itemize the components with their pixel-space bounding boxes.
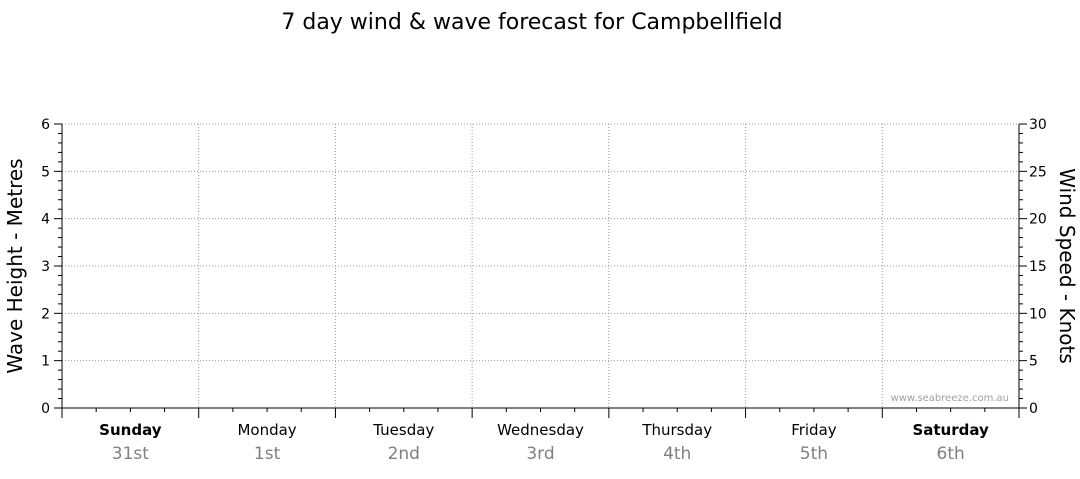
y-right-tick-label: 20 <box>1029 212 1047 228</box>
watermark-text: www.seabreeze.com.au <box>891 393 1009 404</box>
day-date-label: 4th <box>663 444 691 464</box>
y-right-tick-label: 15 <box>1029 259 1047 275</box>
y-right-tick-label: 10 <box>1029 306 1047 322</box>
y-left-tick-label: 4 <box>41 212 50 228</box>
day-date-label: 31st <box>112 444 149 464</box>
y-right-tick-label: 5 <box>1029 354 1038 370</box>
day-name-label: Tuesday <box>372 421 434 439</box>
y-axis-left-label: Wave Height - Metres <box>3 158 27 373</box>
day-name-label: Thursday <box>641 421 712 439</box>
day-date-label: 3rd <box>526 444 554 464</box>
day-name-label: Sunday <box>99 421 162 439</box>
day-name-label: Friday <box>791 421 837 439</box>
day-name-label: Saturday <box>912 421 989 439</box>
y-left-tick-label: 6 <box>41 117 50 133</box>
chart-title: 7 day wind & wave forecast for Campbellf… <box>281 10 782 35</box>
y-axis-right-label: Wind Speed - Knots <box>1055 168 1079 364</box>
day-date-label: 5th <box>800 444 828 464</box>
y-left-tick-label: 0 <box>41 401 50 417</box>
y-left-tick-label: 1 <box>41 354 50 370</box>
day-labels-layer: Sunday 31st Monday 1st Tuesday 2nd Wednesday 3r… <box>99 421 989 464</box>
day-date-label: 6th <box>937 444 965 464</box>
day-name-label: Monday <box>237 421 296 439</box>
day-date-label: 2nd <box>388 444 420 464</box>
day-name-label: Wednesday <box>497 421 584 439</box>
day-date-label: 1st <box>254 444 281 464</box>
y-right-tick-label: 0 <box>1029 401 1038 417</box>
y-left-tick-label: 2 <box>41 306 50 322</box>
y-left-tick-label: 3 <box>41 259 50 275</box>
y-right-tick-label: 30 <box>1029 117 1047 133</box>
y-right-tick-label: 25 <box>1029 164 1047 180</box>
ticks-layer: 0 1 2 3 4 5 6 0 5 10 15 20 25 30 <box>41 117 1047 418</box>
grid-layer <box>62 123 1019 408</box>
y-left-tick-label: 5 <box>41 164 50 180</box>
